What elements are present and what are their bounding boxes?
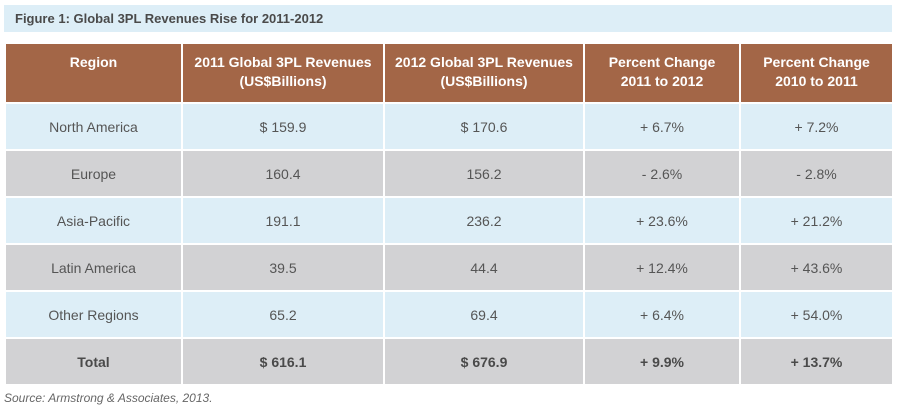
table-row: Latin America 39.5 44.4 + 12.4% + 43.6% [4, 243, 894, 292]
table-row: Other Regions 65.2 69.4 + 6.4% + 54.0% [4, 290, 894, 339]
table-cell: + 54.0% [739, 290, 894, 339]
total-cell: + 9.9% [583, 337, 741, 386]
table-cell: - 2.6% [583, 149, 741, 198]
total-cell: $ 676.9 [383, 337, 585, 386]
table-cell: 156.2 [383, 149, 585, 198]
column-header: 2012 Global 3PL Revenues (US$Billions) [383, 42, 585, 104]
table-row: Europe 160.4 156.2- 2.6% - 2.8% [4, 149, 894, 198]
column-header: 2011 Global 3PL Revenues (US$Billions) [181, 42, 385, 104]
column-header: Percent Change 2010 to 2011 [739, 42, 894, 104]
total-cell: $ 616.1 [181, 337, 385, 386]
table-cell: North America [4, 102, 183, 151]
table-cell: - 2.8% [739, 149, 894, 198]
header-row: Region 2011 Global 3PL Revenues (US$Billi… [4, 42, 894, 104]
column-header: Region [4, 42, 183, 104]
total-row: Total $ 616.1 $ 676.9 + 9.9% + 13.7% [4, 337, 894, 386]
table-cell: Latin America [4, 243, 183, 292]
table-cell: Asia-Pacific [4, 196, 183, 245]
table-cell: 191.1 [181, 196, 385, 245]
table-cell: + 43.6% [739, 243, 894, 292]
table-cell: Europe [4, 149, 183, 198]
table-cell: $ 159.9 [181, 102, 385, 151]
table-cell: 39.5 [181, 243, 385, 292]
table-cell: 44.4 [383, 243, 585, 292]
table-cell: 236.2 [383, 196, 585, 245]
total-cell: Total [4, 337, 183, 386]
table-cell: + 6.4% [583, 290, 741, 339]
table-row: North America $ 159.9 $ 170.6 + 6.7% + 7.2% [4, 102, 894, 151]
table-cell: Other Regions [4, 290, 183, 339]
revenue-table: Region 2011 Global 3PL Revenues (US$Billi… [4, 42, 894, 386]
table-cell: 65.2 [181, 290, 385, 339]
table-cell: + 21.2% [739, 196, 894, 245]
table-cell: $ 170.6 [383, 102, 585, 151]
table-cell: + 23.6% [583, 196, 741, 245]
table-cell: + 7.2% [739, 102, 894, 151]
column-header: Percent Change 2011 to 2012 [583, 42, 741, 104]
table-row: Asia-Pacific 191.1 236.2 + 23.6% + 21.2% [4, 196, 894, 245]
table-cell: 160.4 [181, 149, 385, 198]
table-cell: + 12.4% [583, 243, 741, 292]
source-note: Source: Armstrong & Associates, 2013. [4, 391, 213, 405]
figure-title: Figure 1: Global 3PL Revenues Rise for 2… [4, 5, 892, 32]
table-cell: + 6.7% [583, 102, 741, 151]
table-cell: 69.4 [383, 290, 585, 339]
total-cell: + 13.7% [739, 337, 894, 386]
